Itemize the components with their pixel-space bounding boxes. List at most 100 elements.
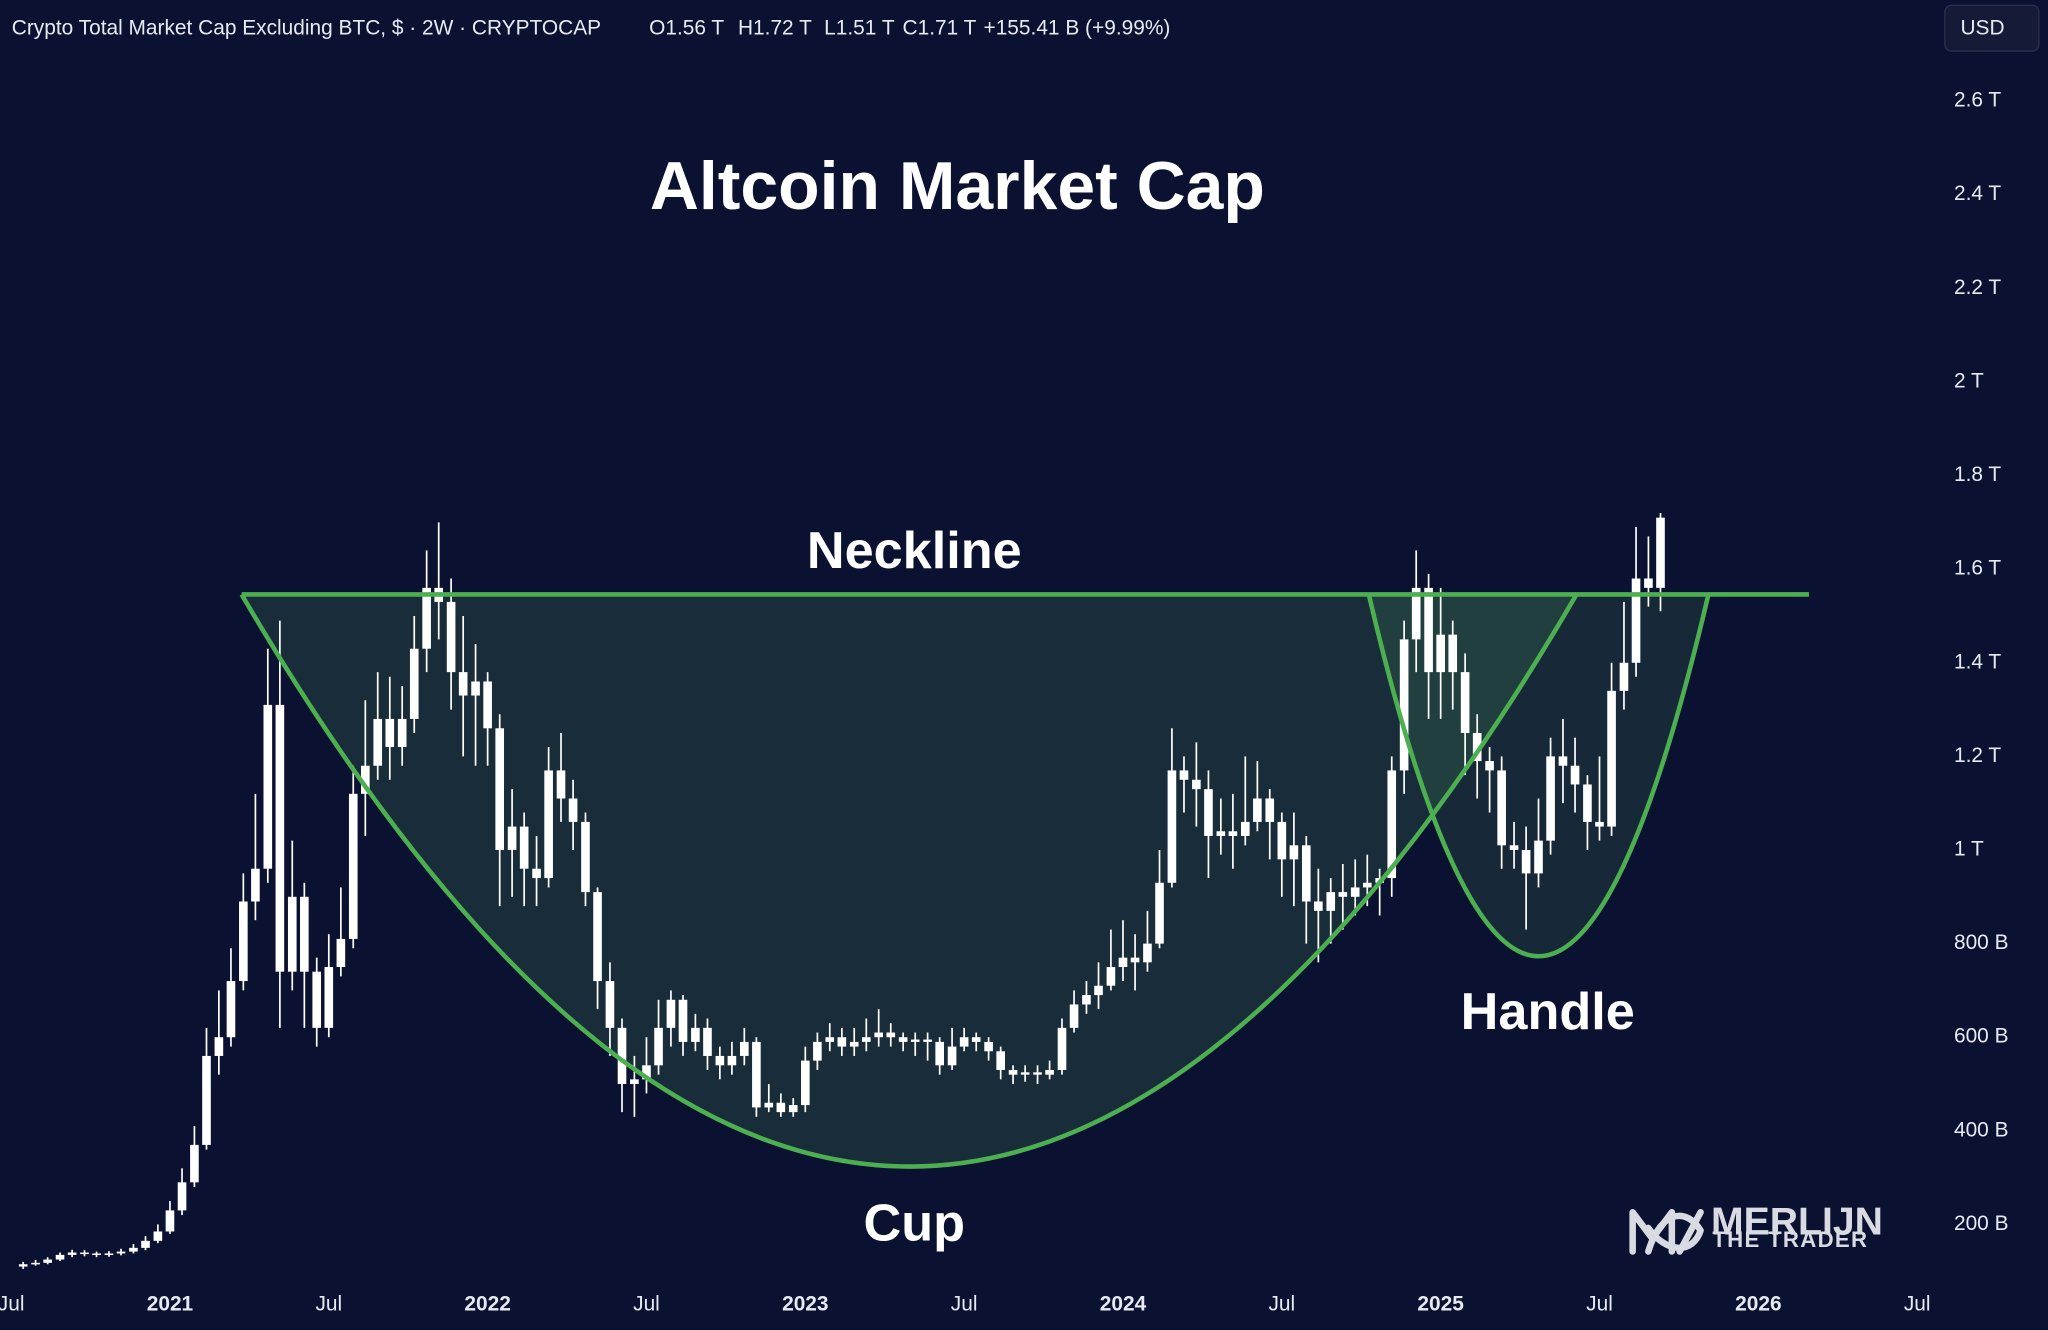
candle-body <box>1595 821 1604 827</box>
candle-body <box>483 681 492 729</box>
candle-body <box>519 826 529 869</box>
candle-body <box>727 1055 737 1066</box>
candle-body <box>630 1079 639 1085</box>
candle-body <box>1228 831 1238 836</box>
y-tick-label: 400 B <box>1954 1118 2009 1141</box>
candle-body <box>1350 887 1360 897</box>
watermark-text: THE TRADER <box>1712 1227 1868 1252</box>
annotation: Handle <box>1461 983 1635 1041</box>
chart-title: Altcoin Market Cap <box>650 149 1265 224</box>
candle-body <box>1362 882 1372 888</box>
cup-curve <box>239 593 1579 1169</box>
x-tick-label: 2022 <box>464 1293 510 1316</box>
candle-body <box>1485 761 1494 771</box>
currency-label[interactable]: USD <box>1960 16 2004 39</box>
candle-body <box>1033 1072 1042 1075</box>
candle-body <box>654 1027 663 1066</box>
candle-body <box>495 728 505 850</box>
x-tick-label: Jul <box>315 1293 342 1316</box>
candle-body <box>1546 756 1555 841</box>
candle-body <box>263 704 273 869</box>
x-tick-label: Jul <box>633 1293 660 1316</box>
candle-body <box>92 1253 101 1256</box>
candle-body <box>104 1253 114 1256</box>
candle-body <box>1106 967 1116 986</box>
y-tick-label: 2.6 T <box>1954 89 2001 112</box>
candle-body <box>1460 672 1470 733</box>
x-tick-label: Jul <box>1904 1293 1931 1316</box>
x-tick-label: 2023 <box>782 1293 828 1316</box>
candle-body <box>1155 882 1164 944</box>
candle-body <box>190 1144 199 1183</box>
symbol-info: Crypto Total Market Cap Excluding BTC, $… <box>12 16 601 39</box>
candle-body <box>1130 957 1140 963</box>
header: Crypto Total Market Cap Excluding BTC, $… <box>12 4 2040 52</box>
candle-body <box>361 765 370 794</box>
candle-body <box>984 1041 993 1052</box>
candle-body <box>214 1037 224 1056</box>
watermark: MERLIJN THE TRADER <box>1629 1200 1883 1255</box>
y-tick-label: 1.2 T <box>1954 744 2001 767</box>
candle-body <box>165 1210 175 1232</box>
currency-button[interactable] <box>1944 4 2040 52</box>
candle-body <box>813 1041 822 1061</box>
candle-body <box>1045 1069 1054 1075</box>
y-tick-label: 200 B <box>1954 1212 2009 1235</box>
candle-body <box>275 704 285 972</box>
candle-body <box>1253 798 1262 822</box>
candle-body <box>397 718 407 748</box>
candle-body <box>446 601 456 673</box>
candle-body <box>593 892 602 982</box>
candle-body <box>800 1060 810 1106</box>
candle-body <box>312 971 322 1028</box>
candle-body <box>31 1262 40 1265</box>
candle-body <box>1289 845 1299 860</box>
candle-body <box>1631 578 1641 663</box>
candle-body <box>825 1037 835 1042</box>
axes: 200 B 400 B 600 B 800 B 1 T 1.2 T 1.4 T 1.6 T 1.… <box>0 89 2009 1316</box>
candle-body <box>837 1037 847 1047</box>
candle-body <box>1069 1004 1079 1028</box>
watermark-text: MERLIJN <box>1711 1200 1883 1243</box>
candle-body <box>18 1264 28 1267</box>
candle-body <box>348 793 358 939</box>
candle-body <box>849 1041 859 1047</box>
candle-body <box>153 1231 163 1241</box>
candle-body <box>1411 587 1421 640</box>
candle-body <box>1143 943 1152 963</box>
candle-body <box>141 1240 150 1248</box>
candle-body <box>1570 765 1580 785</box>
candle-body <box>996 1051 1005 1070</box>
candle-body <box>556 770 566 799</box>
candle-body <box>1216 831 1226 836</box>
candle-body <box>1644 578 1653 588</box>
candle-body <box>1607 690 1616 827</box>
candle-body <box>666 999 676 1028</box>
candle-body <box>1436 634 1445 673</box>
y-tick-label: 1.4 T <box>1954 650 2001 673</box>
candle-body <box>581 821 590 893</box>
handle-curve <box>1366 593 1711 959</box>
candle-body <box>910 1039 920 1042</box>
y-tick-label: 1 T <box>1954 838 1984 861</box>
candle-body <box>764 1102 774 1108</box>
candle-body <box>1656 517 1665 588</box>
x-tick-label: 2021 <box>147 1293 194 1316</box>
x-tick-label: Jul <box>1268 1293 1295 1316</box>
candle-body <box>129 1247 138 1252</box>
candle-body <box>898 1037 908 1042</box>
candle-body <box>874 1032 884 1038</box>
y-tick-label: 1.8 T <box>1954 463 2001 486</box>
ohlc-open: O1.56 T <box>649 16 724 39</box>
candle-body <box>300 896 309 972</box>
candle-body <box>287 896 297 972</box>
candle-body <box>177 1182 187 1211</box>
candle-body <box>116 1251 126 1254</box>
candle-body <box>1265 798 1275 822</box>
candle-body <box>923 1039 932 1042</box>
candle-body <box>1301 845 1311 902</box>
candle-body <box>691 1027 700 1042</box>
